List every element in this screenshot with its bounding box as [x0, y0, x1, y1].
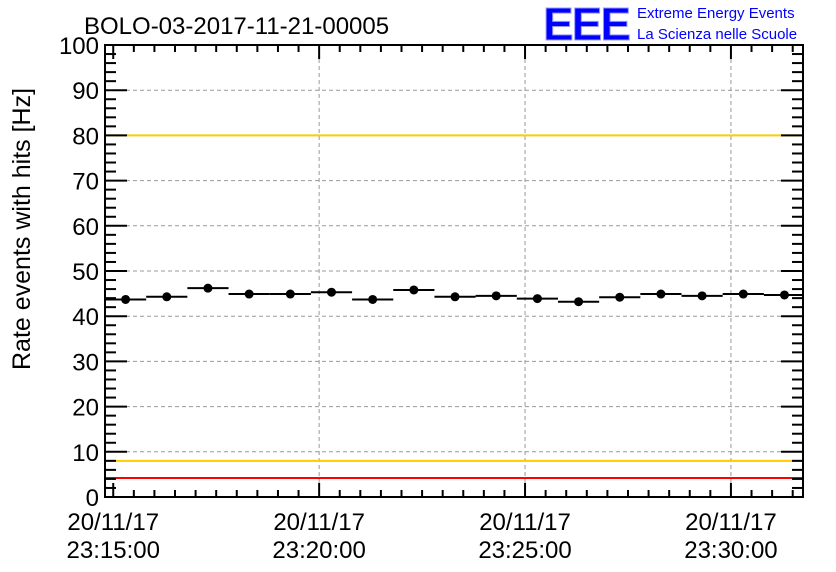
y-axis-label: Rate events with hits [Hz] — [8, 88, 36, 370]
x-tick-time: 23:15:00 — [67, 537, 160, 564]
y-tick-label: 50 — [72, 259, 99, 286]
data-point — [203, 283, 213, 293]
y-tick-label: 70 — [72, 169, 99, 196]
x-tick-time: 23:20:00 — [272, 537, 365, 564]
x-tick-time: 23:25:00 — [478, 537, 571, 564]
y-tick-label: 30 — [72, 349, 99, 376]
x-tick-date: 20/11/17 — [685, 509, 777, 536]
data-point — [738, 289, 748, 299]
data-point — [162, 292, 172, 302]
y-tick-label: 90 — [72, 78, 99, 105]
x-tick-time: 23:30:00 — [684, 537, 777, 564]
data-point — [656, 289, 666, 299]
data-point — [697, 291, 707, 301]
axis-ticks: 010203040506070809010020/11/1723:15:0020… — [59, 33, 803, 564]
data-point — [615, 292, 625, 302]
y-tick-label: 100 — [59, 33, 99, 60]
data-point — [532, 294, 542, 304]
data-point — [326, 287, 336, 297]
y-tick-label: 20 — [72, 395, 99, 422]
logo-line2: La Scienza nelle Scuole — [637, 26, 797, 43]
x-tick-date: 20/11/17 — [273, 509, 365, 536]
grid — [105, 45, 803, 497]
data-point — [409, 285, 419, 295]
y-tick-label: 0 — [86, 485, 99, 512]
data-point — [779, 290, 789, 300]
chart-title: BOLO-03-2017-11-21-00005 — [84, 13, 389, 40]
data-point — [285, 289, 295, 299]
data-point — [121, 294, 131, 304]
x-tick-date: 20/11/17 — [479, 509, 571, 536]
y-tick-label: 60 — [72, 214, 99, 241]
y-tick-label: 10 — [72, 440, 99, 467]
data-point — [450, 292, 460, 302]
data-point — [244, 289, 254, 299]
logo-mark: EEE — [543, 0, 629, 50]
y-tick-label: 80 — [72, 123, 99, 150]
y-tick-label: 40 — [72, 304, 99, 331]
data-point — [491, 291, 501, 301]
plot-frame — [104, 44, 804, 498]
data-point — [574, 297, 584, 307]
x-tick-date: 20/11/17 — [67, 509, 159, 536]
logo-line1: Extreme Energy Events — [637, 5, 795, 22]
data-point — [368, 294, 378, 304]
reference-lines — [105, 44, 803, 480]
data-points — [105, 283, 803, 307]
